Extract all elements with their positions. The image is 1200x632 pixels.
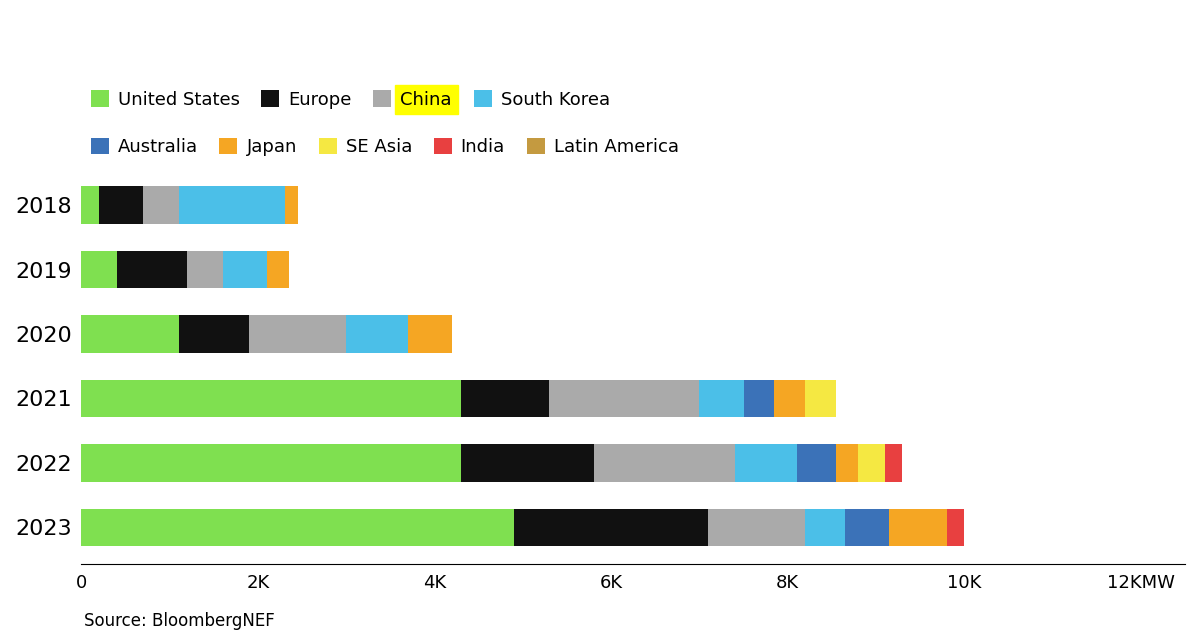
Bar xyxy=(805,509,845,546)
Bar xyxy=(797,444,836,482)
Bar xyxy=(116,251,187,288)
Bar xyxy=(774,380,805,417)
Bar xyxy=(845,509,889,546)
Bar xyxy=(187,251,223,288)
Bar xyxy=(514,509,708,546)
Bar xyxy=(708,509,805,546)
Bar xyxy=(836,444,858,482)
Bar xyxy=(461,380,550,417)
Bar xyxy=(250,315,347,353)
Bar xyxy=(884,444,902,482)
Bar xyxy=(82,509,514,546)
Bar xyxy=(594,444,734,482)
Bar xyxy=(82,444,461,482)
Bar xyxy=(223,251,266,288)
Bar xyxy=(82,251,116,288)
Bar xyxy=(143,186,179,224)
Bar xyxy=(100,186,143,224)
Bar xyxy=(858,444,884,482)
Legend: Australia, Japan, SE Asia, India, Latin America: Australia, Japan, SE Asia, India, Latin … xyxy=(90,138,679,156)
Bar xyxy=(744,380,774,417)
Bar xyxy=(550,380,700,417)
Bar xyxy=(461,444,594,482)
Bar xyxy=(734,444,797,482)
Bar xyxy=(82,186,100,224)
Bar xyxy=(266,251,289,288)
Text: Source: BloombergNEF: Source: BloombergNEF xyxy=(84,612,275,629)
Bar xyxy=(179,315,250,353)
Bar xyxy=(947,509,965,546)
Bar xyxy=(805,380,836,417)
Bar xyxy=(700,380,744,417)
Bar xyxy=(347,315,408,353)
Bar xyxy=(889,509,947,546)
Bar xyxy=(82,315,179,353)
Bar xyxy=(284,186,298,224)
Bar xyxy=(179,186,284,224)
Bar xyxy=(408,315,452,353)
Bar xyxy=(82,380,461,417)
